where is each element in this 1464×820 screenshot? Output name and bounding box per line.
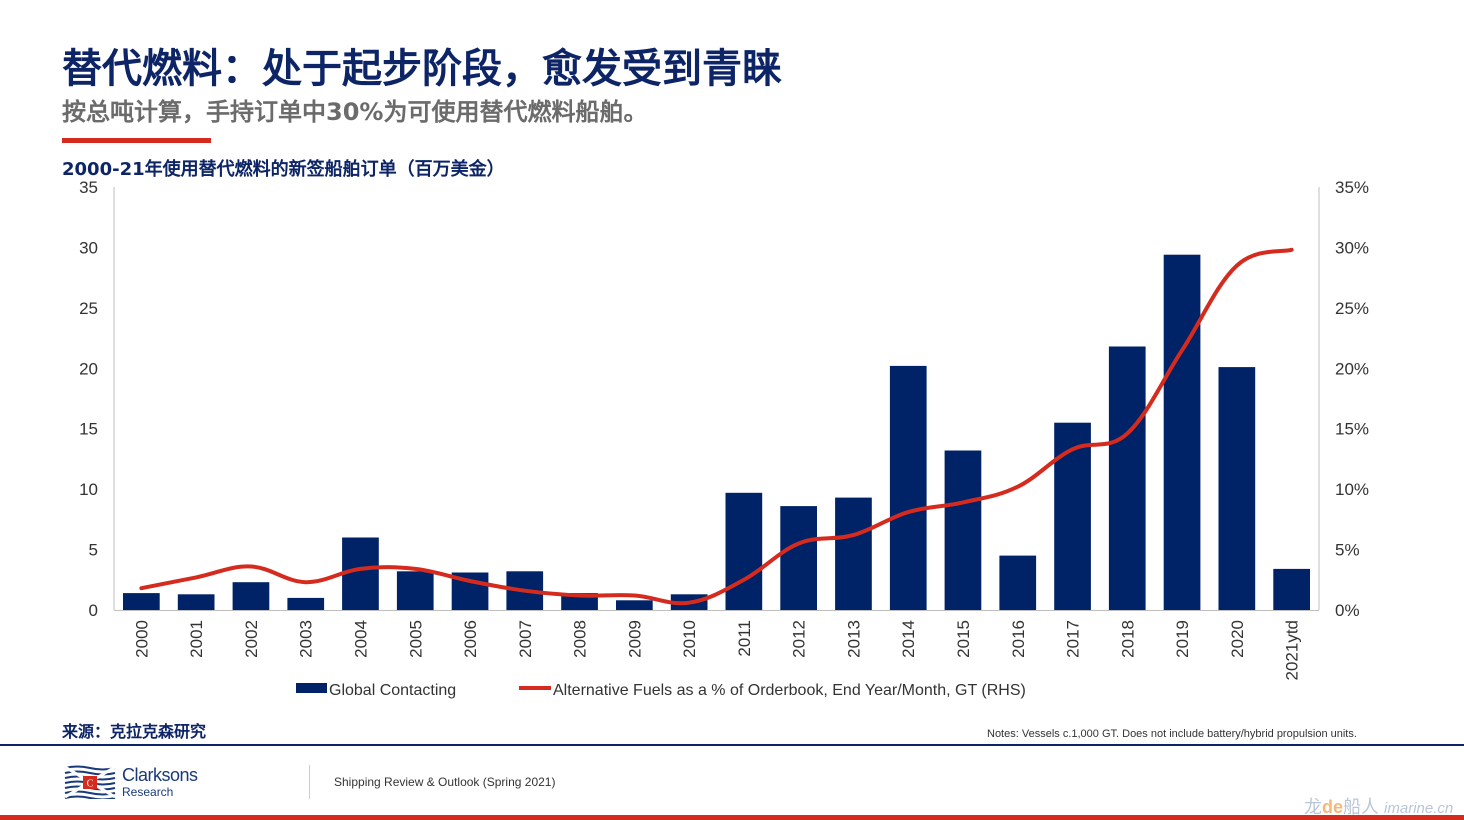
clarksons-logo-icon: C: [64, 765, 116, 799]
slide-subtitle: 按总吨计算，手持订单中30%为可使用替代燃料船舶。: [62, 98, 648, 126]
source-label: 来源：克拉克森研究: [62, 722, 207, 741]
x-axis-labels: 2000 2001 2002 2003 2004 2005 2006 2007 2008 2009…: [132, 620, 1301, 681]
watermark-url: imarine.cn: [1384, 800, 1454, 817]
y-tick-label: 0: [89, 601, 98, 620]
x-tick-label: 2021ytd: [1283, 620, 1302, 681]
y-tick-label: 20: [79, 359, 98, 378]
bar-2000: [123, 593, 160, 610]
footer-divider: [0, 744, 1464, 746]
x-tick-label: 2015: [954, 620, 973, 658]
y-axis-left: 0 5 10 15 20 25 30 35: [79, 178, 98, 620]
y2-tick-label: 0%: [1335, 601, 1360, 620]
y-tick-label: 5: [89, 541, 98, 560]
x-tick-label: 2018: [1118, 620, 1137, 658]
x-tick-label: 2007: [516, 620, 535, 658]
x-tick-label: 2012: [790, 620, 809, 658]
brand-name: Clarksons: [122, 765, 198, 785]
y-tick-label: 10: [79, 480, 98, 499]
x-tick-label: 2013: [844, 620, 863, 658]
watermark-de: de: [1322, 797, 1344, 817]
x-tick-label: 2001: [187, 620, 206, 658]
y2-tick-label: 20%: [1335, 359, 1369, 378]
bar-2014: [889, 365, 927, 610]
bar-2018: [1108, 346, 1146, 610]
y2-tick-label: 35%: [1335, 178, 1369, 197]
bar-2021ytd: [1273, 568, 1310, 610]
chart-title: 2000-21年使用替代燃料的新签船舶订单（百万美金）: [62, 159, 505, 180]
logo-letter: C: [87, 779, 94, 790]
y2-tick-label: 10%: [1335, 480, 1369, 499]
y-tick-label: 25: [79, 299, 98, 318]
y2-tick-label: 15%: [1335, 420, 1369, 439]
x-tick-label: 2005: [406, 620, 425, 658]
bar-2009: [616, 600, 653, 610]
bar-2002: [232, 582, 270, 610]
y-tick-label: 30: [79, 238, 98, 257]
bar-2004: [342, 537, 379, 610]
x-tick-label: 2017: [1064, 620, 1083, 658]
bar-2005: [396, 571, 434, 610]
legend: Global Contacting Alternative Fuels as a…: [296, 682, 1026, 699]
bar-2017: [1054, 422, 1091, 610]
y-tick-label: 15: [79, 420, 98, 439]
bar-2003: [287, 597, 325, 610]
x-tick-label: 2000: [132, 620, 151, 658]
x-tick-label: 2006: [461, 620, 480, 658]
x-tick-label: 2004: [352, 620, 371, 658]
legend-swatch-bar: [296, 683, 327, 693]
bar-2011: [725, 492, 763, 610]
bar-2016: [999, 555, 1037, 610]
watermark-cn-2: 船人: [1343, 797, 1380, 817]
bar-2015: [944, 450, 982, 610]
title-underline: [62, 138, 211, 143]
bar-2001: [177, 594, 215, 610]
bar-2013: [835, 497, 872, 610]
publication-title: Shipping Review & Outlook (Spring 2021): [334, 775, 556, 789]
bar-2019: [1163, 254, 1201, 610]
x-tick-label: 2011: [735, 620, 754, 657]
legend-label-line: Alternative Fuels as a % of Orderbook, E…: [553, 682, 1026, 699]
combo-chart: 0 5 10 15 20 25 30 35 0% 5% 10% 15% 20% 25% 30% 35% 20…: [79, 178, 1369, 699]
x-tick-label: 2010: [680, 620, 699, 658]
x-tick-label: 2009: [625, 620, 644, 658]
bar-2012: [780, 506, 817, 610]
x-tick-label: 2019: [1173, 620, 1192, 658]
y2-tick-label: 30%: [1335, 238, 1369, 257]
footer-red-bar: [0, 815, 1464, 820]
x-tick-label: 2002: [242, 620, 261, 658]
bar-series: [123, 254, 1310, 610]
x-tick-label: 2008: [571, 620, 590, 658]
y-tick-label: 35: [79, 178, 98, 197]
line-series-alt-fuels: [139, 247, 1294, 606]
slide-title: 替代燃料：处于起步阶段，愈发受到青睐: [62, 46, 782, 92]
watermark-cn-1: 龙: [1304, 797, 1322, 817]
bar-2020: [1218, 367, 1256, 610]
y2-tick-label: 25%: [1335, 299, 1369, 318]
y2-tick-label: 5%: [1335, 541, 1360, 560]
footer-separator: [309, 765, 310, 799]
chart-notes: Notes: Vessels c.1,000 GT. Does not incl…: [987, 728, 1357, 740]
brand-subtitle: Research: [122, 785, 174, 799]
watermark: 龙de船人 imarine.cn: [1304, 793, 1453, 819]
x-tick-label: 2003: [297, 620, 316, 658]
x-tick-label: 2014: [899, 620, 918, 658]
x-tick-label: 2020: [1228, 620, 1247, 658]
y-axis-right: 0% 5% 10% 15% 20% 25% 30% 35%: [1335, 178, 1369, 620]
x-tick-label: 2016: [1009, 620, 1028, 658]
legend-label-bar: Global Contacting: [329, 682, 456, 699]
